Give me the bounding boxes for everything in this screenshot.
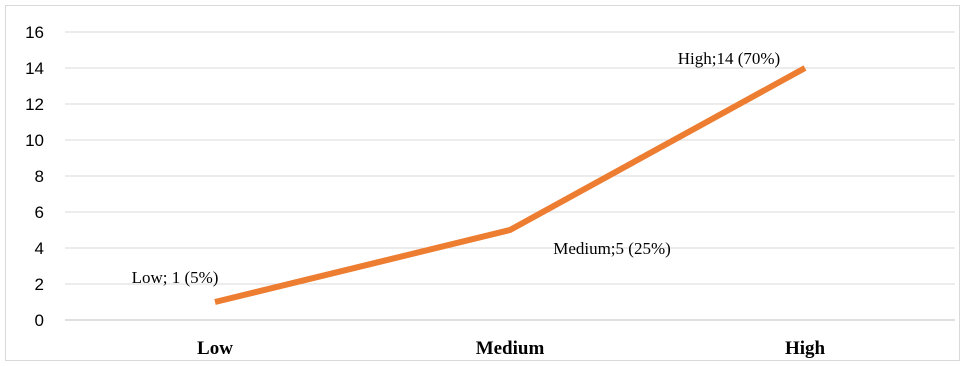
series-lines [214,65,807,305]
data-label: High;14 (70%) [678,49,780,68]
chart-frame [5,5,960,361]
y-tick-label: 12 [25,95,44,114]
y-axis-ticks: 0 2 4 6 8 10 12 14 16 [25,23,44,330]
y-tick-label: 6 [35,203,44,222]
data-label: Medium;5 (25%) [553,239,671,258]
y-tick-label: 16 [25,23,44,42]
x-axis-categories: Low Medium High [197,338,825,359]
y-tick-label: 0 [35,311,44,330]
y-tick-label: 4 [35,239,44,258]
data-labels: Low; 1 (5%) Medium;5 (25%) High;14 (70%) [132,49,781,287]
gridlines [65,31,955,285]
data-label: Low; 1 (5%) [132,268,219,287]
y-tick-label: 2 [35,275,44,294]
x-category-label: High [785,338,826,359]
x-category-label: Medium [476,338,545,359]
series-line [214,65,807,305]
x-category-label: Low [197,338,233,359]
y-tick-label: 10 [25,131,44,150]
y-tick-label: 8 [35,167,44,186]
y-tick-label: 14 [25,59,44,78]
